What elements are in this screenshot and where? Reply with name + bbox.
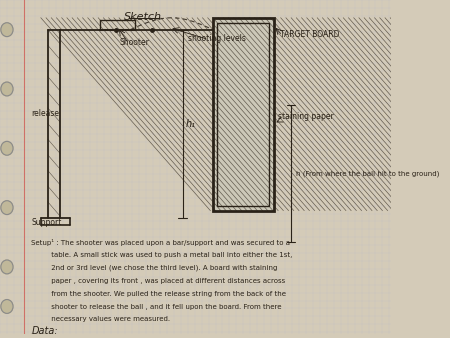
Text: 2nd or 3rd level (we chose the third level). A board with staining: 2nd or 3rd level (we chose the third lev… [32,265,278,271]
Text: Data:: Data: [32,326,58,336]
Text: TARGET BOARD: TARGET BOARD [280,30,339,39]
Circle shape [1,260,13,274]
Text: from the shooter. We pulled the release string from the back of the: from the shooter. We pulled the release … [32,291,286,297]
Circle shape [1,141,13,155]
Text: h (From where the ball hit to the ground): h (From where the ball hit to the ground… [297,170,440,177]
Circle shape [1,299,13,313]
Text: release: release [32,109,59,118]
Text: Support: Support [32,218,62,227]
Text: staining paper: staining paper [278,112,334,121]
Text: Sketch: Sketch [124,12,162,22]
Bar [217,23,270,206]
Text: shooting levels: shooting levels [189,33,246,43]
Circle shape [1,201,13,215]
Text: paper , covering its front , was placed at different distances across: paper , covering its front , was placed … [32,278,286,284]
Text: table. A small stick was used to push a metal ball into either the 1st,: table. A small stick was used to push a … [32,252,293,258]
Text: Setup¹ : The shooter was placed upon a bar/support and was secured to a: Setup¹ : The shooter was placed upon a b… [32,239,290,246]
Text: necessary values were measured.: necessary values were measured. [32,316,171,322]
Bar [213,18,274,211]
Bar [213,18,274,211]
Text: Shooter: Shooter [120,38,150,47]
Text: h₁: h₁ [186,119,196,128]
Text: shooter to release the ball , and it fell upon the board. From there: shooter to release the ball , and it fel… [32,304,282,310]
Circle shape [1,82,13,96]
Circle shape [1,23,13,37]
